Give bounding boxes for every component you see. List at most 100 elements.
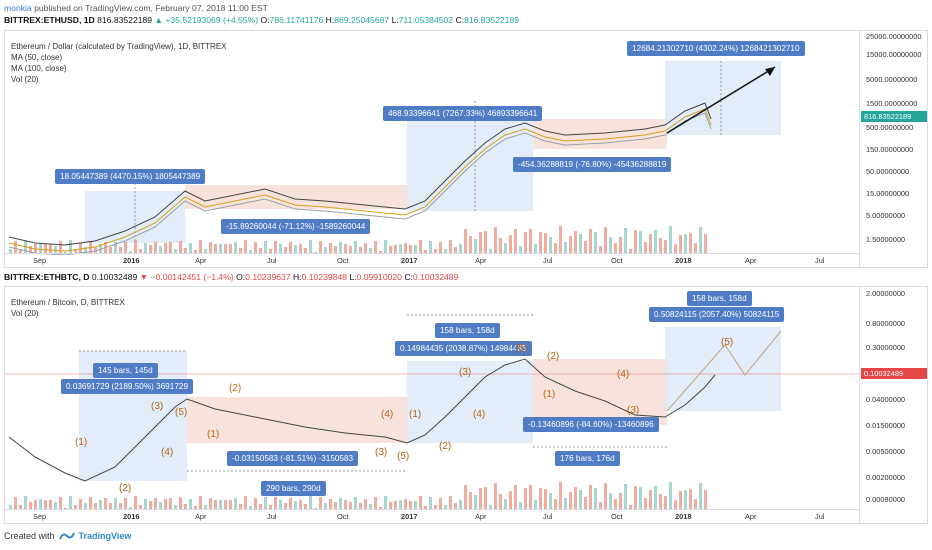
volume-bar bbox=[489, 249, 492, 253]
volume-bar bbox=[559, 226, 562, 253]
ethbtc-chart-pane[interactable]: Ethereum / Bitcoin, D, BITTREX Vol (20) … bbox=[4, 286, 928, 524]
volume-bar bbox=[524, 232, 527, 253]
volume-bar bbox=[194, 506, 197, 509]
volume-bar bbox=[119, 247, 122, 253]
wave-label: (2) bbox=[547, 351, 560, 362]
annotation-drop-2016[interactable]: -15.89260044 (-71.12%) -1589260044 bbox=[221, 219, 371, 234]
volume-bar bbox=[214, 244, 217, 253]
volume-bar bbox=[349, 246, 352, 253]
ethbtc-price-axis[interactable]: 2.00000000 0.80000000 0.30000000 0.04000… bbox=[859, 287, 927, 523]
volume-bar bbox=[159, 502, 162, 509]
volume-bar bbox=[589, 485, 592, 509]
annotation-rise-2016[interactable]: 0.03691729 (2189.50%) 3691729 bbox=[61, 379, 194, 394]
x-tick: Jul bbox=[267, 512, 277, 521]
annotation-bars-158-a[interactable]: 158 bars, 158d bbox=[435, 323, 500, 338]
volume-bar bbox=[269, 505, 272, 509]
volume-bar bbox=[464, 485, 467, 509]
volume-bar bbox=[64, 508, 67, 509]
ethbtc-time-axis[interactable]: Sep 2016 Apr Jul Oct 2017 Apr Jul Oct 20… bbox=[5, 509, 859, 523]
annotation-drop-2017[interactable]: -454.36288819 (-76.80%) -45436288819 bbox=[513, 157, 672, 172]
author-link[interactable]: monkia bbox=[4, 3, 32, 13]
indicator-ma100[interactable]: MA (100, close) bbox=[11, 64, 67, 73]
volume-bar bbox=[359, 503, 362, 509]
tradingview-brand-link[interactable]: TradingView bbox=[78, 531, 132, 541]
ethbtc-plot[interactable] bbox=[5, 287, 861, 511]
wave-label: (3) bbox=[459, 367, 472, 378]
ethusd-plot[interactable] bbox=[5, 31, 861, 255]
volume-bar bbox=[474, 239, 477, 253]
volume-bar bbox=[669, 226, 672, 253]
volume-bar bbox=[439, 498, 442, 509]
volume-bar bbox=[659, 238, 662, 253]
volume-bar bbox=[284, 247, 287, 253]
volume-bar bbox=[639, 487, 642, 509]
volume-bar bbox=[234, 498, 237, 509]
zone-down-2017 bbox=[533, 359, 667, 425]
x-tick: Apr bbox=[745, 512, 757, 521]
chart2-title-block: Ethereum / Bitcoin, D, BITTREX Vol (20) bbox=[11, 297, 125, 319]
volume-bar bbox=[504, 499, 507, 509]
volume-bar bbox=[684, 234, 687, 253]
volume-bar bbox=[539, 232, 542, 253]
volume-bar bbox=[649, 490, 652, 509]
volume-bar bbox=[154, 242, 157, 253]
ethusd-price-axis[interactable]: 25000.00000000 15000.00000000 5000.00000… bbox=[859, 31, 927, 267]
volume-bar bbox=[644, 498, 647, 509]
volume-bar bbox=[264, 497, 267, 509]
annotation-drop-2017[interactable]: -0.13460896 (-84.60%) -13460896 bbox=[523, 417, 659, 432]
volume-bar bbox=[634, 486, 637, 509]
volume-bar bbox=[569, 236, 572, 253]
volume-bar bbox=[114, 242, 117, 253]
volume-bar bbox=[244, 240, 247, 253]
volume-bar bbox=[249, 506, 252, 509]
y-tick: 0.80000000 bbox=[866, 319, 906, 328]
annotation-bars-290[interactable]: 290 bars, 290d bbox=[261, 481, 326, 496]
volume-bar bbox=[194, 250, 197, 253]
ethusd-time-axis[interactable]: Sep 2016 Apr Jul Oct 2017 Apr Jul Oct 20… bbox=[5, 253, 859, 267]
volume-bar bbox=[539, 488, 542, 509]
volume-bar bbox=[489, 505, 492, 509]
volume-bar bbox=[89, 241, 92, 253]
volume-bar bbox=[129, 251, 132, 253]
indicator-vol[interactable]: Vol (20) bbox=[11, 75, 39, 84]
open-value2: 0.10239637 bbox=[245, 272, 291, 282]
annotation-rise-2017[interactable]: 468.93396641 (7267.33%) 46893396641 bbox=[383, 106, 543, 121]
annotation-rise-2017[interactable]: 0.14984435 (2038.87%) 14984435 bbox=[395, 341, 532, 356]
annotation-bars-145[interactable]: 145 bars, 145d bbox=[93, 363, 158, 378]
annotation-bars-176[interactable]: 176 bars, 176d bbox=[555, 451, 620, 466]
annotation-projection[interactable]: 12684.21302710 (4302.24%) 1268421302710 bbox=[627, 41, 805, 56]
wave-label: (4) bbox=[473, 409, 486, 420]
last-price2: 0.10032489 bbox=[91, 272, 138, 282]
ethbtc-header: BITTREX:ETHBTC, D 0.10032489 ▼ −0.001424… bbox=[4, 272, 458, 282]
annotation-drop-2016[interactable]: -0.03150583 (-81.51%) -3150583 bbox=[227, 451, 359, 466]
ethusd-chart-pane[interactable]: Ethereum / Dollar (calculated by Trading… bbox=[4, 30, 928, 268]
volume-bar bbox=[329, 499, 332, 509]
indicator-vol2[interactable]: Vol (20) bbox=[11, 309, 39, 318]
volume-bar bbox=[629, 249, 632, 253]
volume-bar bbox=[259, 248, 262, 253]
volume-bar bbox=[419, 240, 422, 253]
volume-bar bbox=[339, 242, 342, 253]
wave-label: (3) bbox=[151, 401, 164, 412]
wave-label: (2) bbox=[439, 441, 452, 452]
annotation-projection[interactable]: 0.50824115 (2057.40%) 50824115 bbox=[649, 307, 785, 322]
annotation-bars-158-b[interactable]: 158 bars, 158d bbox=[687, 291, 752, 306]
volume-bar bbox=[49, 500, 52, 509]
wave-label: (5) bbox=[175, 407, 188, 418]
indicator-ma50[interactable]: MA (50, close) bbox=[11, 53, 63, 62]
wave-label: (2) bbox=[119, 483, 132, 494]
annotation-rise-2016[interactable]: 18.05447389 (4470.15%) 1805447389 bbox=[55, 169, 206, 184]
volume-bar bbox=[249, 250, 252, 253]
volume-bar bbox=[134, 496, 137, 509]
wave-label: (4) bbox=[617, 369, 630, 380]
volume-bar bbox=[674, 500, 677, 509]
volume-bar bbox=[664, 240, 667, 253]
y-tick: 0.04000000 bbox=[866, 395, 906, 404]
x-tick: Jul bbox=[543, 256, 553, 265]
change-value: +35.52193069 (+4.55%) bbox=[165, 15, 259, 25]
wave-label: (1) bbox=[543, 389, 556, 400]
open-value: 786.11741176 bbox=[269, 15, 324, 25]
volume-bar bbox=[609, 493, 612, 509]
current-price-tag: 816.83522189 bbox=[861, 111, 927, 122]
volume-bar bbox=[239, 248, 242, 253]
